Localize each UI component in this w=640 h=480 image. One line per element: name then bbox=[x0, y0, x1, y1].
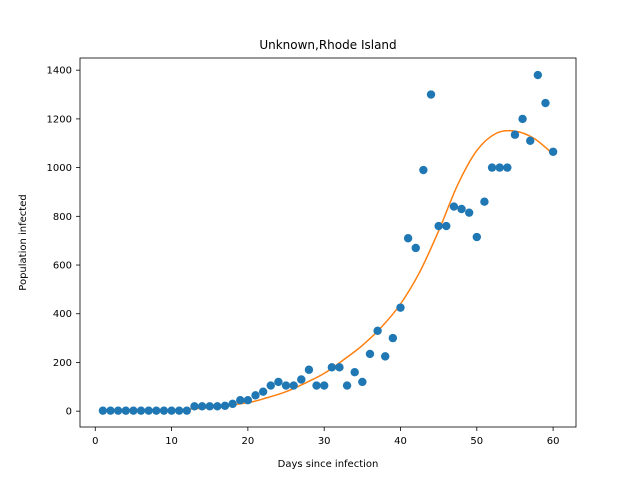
data-point bbox=[472, 232, 481, 242]
data-point bbox=[350, 368, 359, 377]
y-axis-label: Population infected bbox=[18, 194, 29, 290]
data-point bbox=[319, 381, 329, 390]
data-point bbox=[297, 375, 306, 384]
data-point bbox=[243, 396, 253, 405]
data-point bbox=[434, 221, 443, 231]
y-tick-label: 200 bbox=[53, 358, 72, 369]
data-point bbox=[495, 163, 504, 172]
data-point bbox=[533, 70, 543, 80]
x-tick-label: 40 bbox=[394, 436, 407, 447]
data-point bbox=[335, 363, 344, 372]
x-tick-label: 20 bbox=[242, 436, 255, 447]
data-point bbox=[205, 402, 214, 411]
y-axis-ticks: 0 200 400 600 800 1000 1200 1400 bbox=[47, 66, 80, 418]
y-tick-label: 0 bbox=[66, 407, 72, 418]
data-point bbox=[129, 406, 138, 415]
scatter-points-layer bbox=[98, 70, 558, 415]
data-point bbox=[197, 402, 207, 411]
data-point bbox=[175, 406, 184, 415]
data-point bbox=[388, 333, 398, 343]
chart-title: Unknown,Rhode Island bbox=[259, 38, 396, 52]
data-point bbox=[159, 406, 169, 415]
data-point bbox=[289, 381, 298, 390]
data-point bbox=[503, 163, 512, 172]
data-point bbox=[113, 406, 123, 415]
y-tick-label: 800 bbox=[53, 212, 72, 223]
data-point bbox=[442, 221, 451, 231]
data-point bbox=[312, 381, 321, 390]
data-point bbox=[182, 406, 192, 415]
y-tick-label: 400 bbox=[53, 309, 72, 320]
data-point bbox=[274, 377, 283, 387]
data-point bbox=[449, 202, 459, 211]
data-point bbox=[358, 377, 367, 387]
data-point bbox=[258, 387, 268, 396]
data-point bbox=[548, 147, 558, 156]
data-point bbox=[228, 399, 237, 409]
y-tick-label: 1000 bbox=[47, 163, 72, 174]
data-point bbox=[236, 396, 245, 405]
data-point bbox=[327, 363, 337, 372]
data-point bbox=[464, 208, 474, 217]
data-point bbox=[396, 303, 405, 312]
data-point bbox=[144, 406, 153, 415]
data-point bbox=[266, 381, 275, 390]
x-tick-label: 50 bbox=[470, 436, 483, 447]
x-tick-label: 10 bbox=[165, 436, 178, 447]
data-point bbox=[121, 406, 130, 415]
data-point bbox=[213, 402, 222, 411]
x-tick-label: 30 bbox=[318, 436, 331, 447]
data-point bbox=[518, 114, 527, 124]
data-point bbox=[152, 406, 161, 415]
data-point bbox=[281, 381, 291, 390]
data-point bbox=[304, 365, 314, 374]
y-tick-label: 1200 bbox=[47, 114, 72, 125]
data-point bbox=[251, 391, 260, 400]
data-point bbox=[526, 136, 535, 146]
plot-frame bbox=[79, 57, 577, 428]
data-point bbox=[510, 130, 520, 139]
data-point bbox=[98, 406, 108, 415]
data-point bbox=[136, 406, 146, 415]
data-point bbox=[426, 90, 436, 99]
data-point bbox=[381, 352, 390, 361]
data-point bbox=[106, 406, 115, 415]
x-tick-label: 60 bbox=[547, 436, 560, 447]
data-point bbox=[167, 406, 176, 415]
data-point bbox=[411, 243, 420, 253]
data-point bbox=[419, 165, 428, 175]
y-tick-label: 600 bbox=[53, 261, 72, 272]
x-tick-label: 0 bbox=[92, 436, 98, 447]
data-point bbox=[403, 234, 413, 243]
plot-area bbox=[80, 58, 576, 427]
data-point bbox=[373, 326, 382, 335]
y-tick-label: 1400 bbox=[47, 66, 72, 77]
x-axis-label: Days since infection bbox=[278, 459, 379, 470]
data-point bbox=[541, 98, 550, 108]
data-point bbox=[480, 197, 489, 206]
data-point bbox=[220, 401, 230, 411]
data-point bbox=[190, 402, 199, 411]
data-point bbox=[487, 163, 497, 172]
data-point bbox=[365, 349, 375, 359]
data-point bbox=[457, 204, 466, 214]
data-point bbox=[342, 381, 352, 390]
x-axis-ticks: 0 10 20 30 40 50 60 bbox=[92, 427, 559, 447]
